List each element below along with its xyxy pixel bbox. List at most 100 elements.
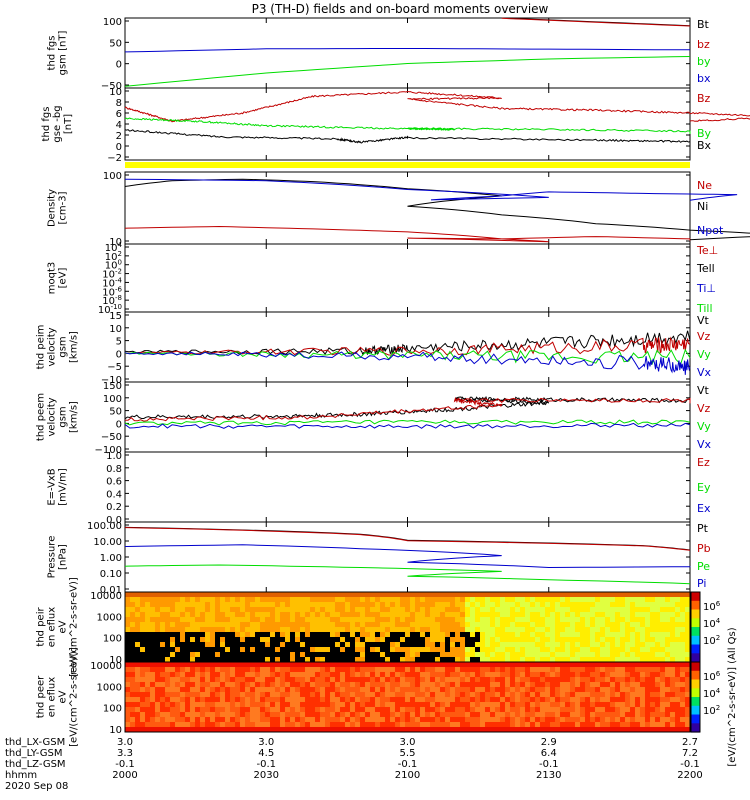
spectrogram-cell <box>440 687 446 693</box>
spectrogram-cell <box>395 677 401 683</box>
spectrogram-cell <box>610 727 616 733</box>
spectrogram-cell <box>125 652 131 658</box>
spectrogram-cell <box>170 657 176 663</box>
spectrogram-cell <box>355 662 361 668</box>
spectrogram-cell <box>230 707 236 713</box>
spectrogram-cell <box>625 627 631 633</box>
spectrogram-cell <box>475 622 481 628</box>
spectrogram-cell <box>480 637 486 643</box>
spectrogram-cell <box>620 627 626 633</box>
spectrogram-cell <box>255 637 261 643</box>
spectrogram-cell <box>385 607 391 613</box>
spectrogram-cell <box>430 712 436 718</box>
spectrogram-cell <box>270 607 276 613</box>
spectrogram-cell <box>465 682 471 688</box>
colorbar-cell <box>691 627 700 637</box>
spectrogram-cell <box>365 667 371 673</box>
spectrogram-cell <box>310 682 316 688</box>
spectrogram-cell <box>470 682 476 688</box>
spectrogram-cell <box>380 702 386 708</box>
spectrogram-cell <box>175 697 181 703</box>
spectrogram-cell <box>665 622 671 628</box>
spectrogram-cell <box>630 622 636 628</box>
spectrogram-cell <box>315 722 321 728</box>
spectrogram-cell <box>315 617 321 623</box>
spectrogram-cell <box>445 682 451 688</box>
spectrogram-cell <box>340 682 346 688</box>
spectrogram-cell <box>245 707 251 713</box>
spectrogram-cell <box>160 622 166 628</box>
spectrogram-cell <box>290 617 296 623</box>
spectrogram-cell <box>395 622 401 628</box>
spectrogram-cell <box>665 682 671 688</box>
spectrogram-cell <box>170 717 176 723</box>
spectrogram-cell <box>340 592 346 598</box>
spectrogram-cell <box>125 667 131 673</box>
spectrogram-cell <box>260 637 266 643</box>
spectrogram-cell <box>425 592 431 598</box>
spectrogram-cell <box>430 677 436 683</box>
spectrogram-cell <box>415 627 421 633</box>
spectrogram-cell <box>495 622 501 628</box>
spectrogram-cell <box>355 647 361 653</box>
spectrogram-cell <box>640 602 646 608</box>
spectrogram-cell <box>360 617 366 623</box>
y-tick-label: 150 <box>103 381 122 392</box>
series-Vz <box>125 397 691 422</box>
spectrogram-cell <box>455 697 461 703</box>
legend-label: Vy <box>697 420 711 433</box>
spectrogram-cell <box>655 637 661 643</box>
spectrogram-cell <box>180 687 186 693</box>
spectrogram-cell <box>285 597 291 603</box>
spectrogram-cell <box>605 632 611 638</box>
spectrogram-cell <box>540 662 546 668</box>
spectrogram-cell <box>465 622 471 628</box>
spectrogram-cell <box>230 602 236 608</box>
spectrogram-cell <box>630 727 636 733</box>
spectrogram-cell <box>200 642 206 648</box>
spectrogram-cell <box>525 692 531 698</box>
spectrogram-cell <box>455 682 461 688</box>
spectrogram-cell <box>495 677 501 683</box>
spectrogram-cell <box>275 632 281 638</box>
spectrogram-cell <box>400 612 406 618</box>
spectrogram-cell <box>610 662 616 668</box>
spectrogram-cell <box>405 662 411 668</box>
spectrogram-cell <box>180 722 186 728</box>
panel-frame <box>124 17 691 89</box>
spectrogram-cell <box>650 592 656 598</box>
spectrogram-cell <box>525 707 531 713</box>
spectrogram-cell <box>655 707 661 713</box>
spectrogram-cell <box>640 627 646 633</box>
spectrogram-cell <box>465 612 471 618</box>
spectrogram-cell <box>650 667 656 673</box>
spectrogram-cell <box>685 622 691 628</box>
spectrogram-cell <box>555 697 561 703</box>
spectrogram-cell <box>295 697 301 703</box>
spectrogram-cell <box>605 667 611 673</box>
spectrogram-cell <box>155 692 161 698</box>
spectrogram-cell <box>435 602 441 608</box>
spectrogram-cell <box>190 727 196 733</box>
spectrogram-cell <box>205 712 211 718</box>
spectrogram-cell <box>300 667 306 673</box>
spectrogram-cell <box>250 707 256 713</box>
spectrogram-cell <box>140 612 146 618</box>
spectrogram-cell <box>250 612 256 618</box>
spectrogram-cell <box>205 667 211 673</box>
spectrogram-cell <box>660 682 666 688</box>
spectrogram-cell <box>370 642 376 648</box>
spectrogram-cell <box>555 677 561 683</box>
spectrogram-cell <box>145 712 151 718</box>
spectrogram-cell <box>515 712 521 718</box>
spectrogram-cell <box>300 597 306 603</box>
spectrogram-cell <box>415 597 421 603</box>
spectrogram-cell <box>605 677 611 683</box>
spectrogram-cell <box>250 592 256 598</box>
spectrogram-cell <box>505 647 511 653</box>
spectrogram-cell <box>145 662 151 668</box>
spectrogram-cell <box>540 697 546 703</box>
spectrogram-cell <box>475 687 481 693</box>
spectrogram-cell <box>515 612 521 618</box>
